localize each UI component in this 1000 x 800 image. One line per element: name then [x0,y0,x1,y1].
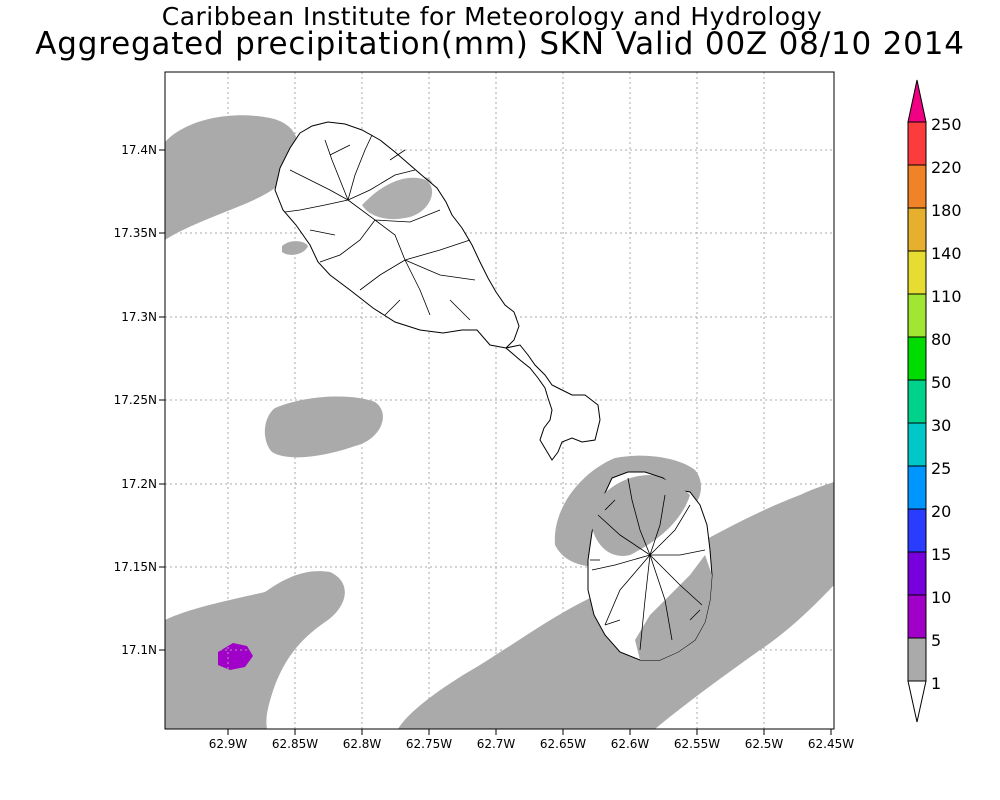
chart-title-line1: Caribbean Institute for Meteorology and … [161,2,823,31]
y-tick-label: 17.15N [114,560,157,574]
colorbar: 250 220 180 140 110 80 50 30 25 20 15 10… [907,79,962,723]
colorbar-label: 50 [931,373,951,392]
nevis-watersheds [590,477,706,651]
colorbar-segment [907,336,927,381]
st-kitts-coastline [274,121,520,349]
st-kitts-gray-overlay [362,177,433,220]
y-tick-label: 17.2N [121,477,157,491]
y-tick-label: 17.3N [121,310,157,324]
colorbar-segment [907,121,927,166]
nevis-island [587,471,713,661]
x-tick-label: 62.45W [808,737,854,751]
x-tick-label: 62.6W [611,737,650,751]
x-tick-label: 62.5W [745,737,784,751]
y-tick-label: 17.1N [121,643,157,657]
y-axis-labels: 17.4N 17.35N 17.3N 17.25N 17.2N 17.15N 1… [114,143,157,657]
y-axis-ticks [159,149,165,651]
st-kitts-watersheds [284,134,476,321]
x-tick-label: 62.55W [674,737,720,751]
y-tick-label: 17.25N [114,393,157,407]
colorbar-segment [907,508,927,553]
nevis-gray-overlay [635,555,712,660]
x-tick-label: 62.9W [209,737,248,751]
colorbar-segment [907,637,927,682]
x-axis-ticks [227,729,832,735]
colorbar-segment [907,293,927,338]
x-tick-label: 62.85W [272,737,318,751]
colorbar-over-arrow [907,79,927,123]
colorbar-label: 80 [931,330,951,349]
y-tick-label: 17.35N [114,226,157,240]
colorbar-segment [907,207,927,252]
colorbar-label: 250 [931,115,962,134]
colorbar-label: 180 [931,201,962,220]
colorbar-segment [907,164,927,209]
x-tick-label: 62.65W [540,737,586,751]
colorbar-segment [907,551,927,596]
colorbar-under-arrow [907,680,927,723]
precip-area [264,396,383,458]
colorbar-label: 15 [931,545,951,564]
colorbar-segment [907,465,927,510]
x-tick-label: 62.8W [343,737,382,751]
grid-lines [165,72,834,729]
colorbar-segment [907,594,927,639]
st-kitts-island [274,121,601,461]
colorbar-label: 30 [931,416,951,435]
colorbar-label: 25 [931,459,951,478]
x-axis-labels: 62.9W 62.85W 62.8W 62.75W 62.7W 62.65W 6… [209,737,855,751]
precip-area [165,115,299,240]
x-tick-label: 62.75W [406,737,452,751]
colorbar-segment [907,379,927,424]
colorbar-segment [907,250,927,295]
southeast-peninsula [504,344,601,461]
colorbar-label: 20 [931,502,951,521]
x-tick-label: 62.7W [477,737,516,751]
colorbar-label: 110 [931,287,962,306]
colorbar-segment [907,422,927,467]
colorbar-label: 10 [931,588,951,607]
precip-area [165,571,345,729]
y-tick-label: 17.4N [121,143,157,157]
colorbar-label: 1 [931,674,941,693]
colorbar-label: 220 [931,158,962,177]
colorbar-label: 5 [931,631,941,650]
colorbar-label: 140 [931,244,962,263]
chart-title-line2: Aggregated precipitation(mm) SKN Valid 0… [35,26,965,62]
